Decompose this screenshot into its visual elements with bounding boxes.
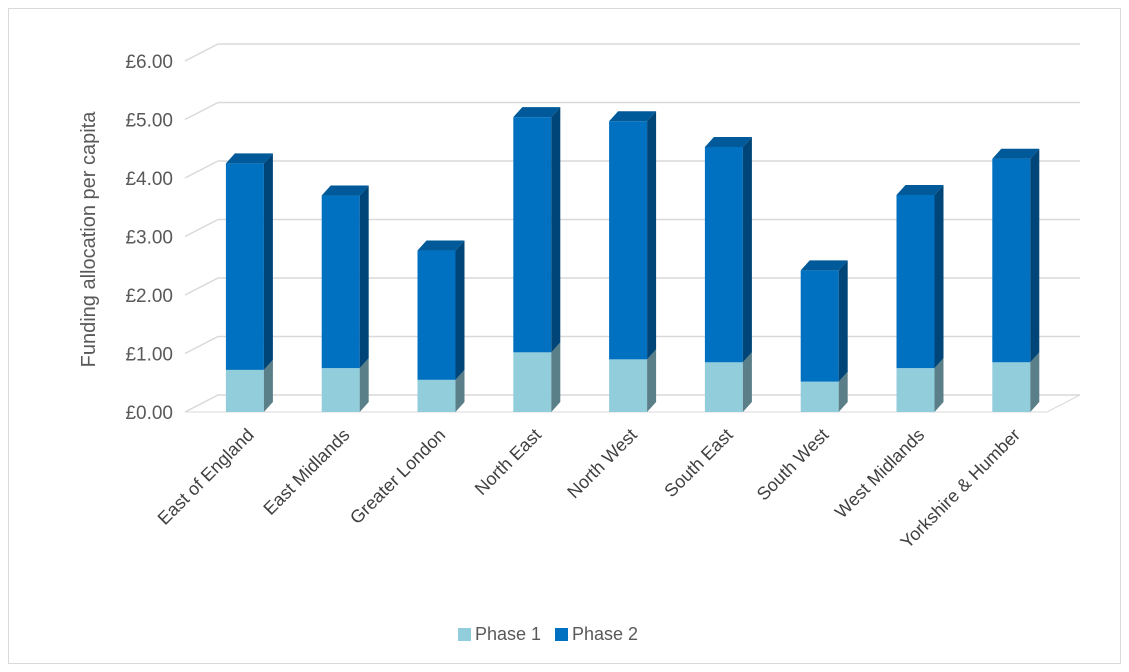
gridline-side (184, 335, 219, 355)
bar-1 (609, 359, 648, 412)
bar-2 (704, 146, 743, 363)
x-tick-label: West Midlands (831, 425, 928, 522)
bar-side-2 (263, 153, 273, 370)
bar-2 (417, 250, 456, 380)
y-axis-title: Funding allocation per capita (78, 111, 100, 368)
y-tick-label: £4.00 (125, 169, 173, 190)
gridline-side (184, 101, 219, 121)
gridline-side (184, 218, 219, 238)
y-tick-label: £3.00 (125, 228, 173, 249)
legend-swatch-2 (555, 628, 568, 641)
bar-top (992, 148, 1040, 159)
y-tick-label: £5.00 (125, 111, 173, 132)
bar-side-2 (838, 260, 848, 382)
bar-1 (225, 369, 264, 412)
x-tick-label: North East (471, 425, 545, 499)
bar-top (800, 260, 848, 271)
bar-2 (992, 158, 1031, 363)
bar-top (896, 184, 944, 195)
bar-1 (321, 368, 360, 412)
bar-side-1 (647, 349, 657, 412)
bar-side-1 (359, 358, 369, 412)
bar-side-1 (455, 369, 465, 412)
x-tick-label: East Midlands (259, 425, 353, 519)
gridline-side (184, 160, 219, 179)
bar-side-2 (1030, 148, 1040, 363)
bar-side-1 (1030, 352, 1040, 412)
legend-label-2: Phase 2 (572, 624, 638, 644)
bar-1 (992, 362, 1031, 412)
bar-1 (513, 352, 552, 412)
bar-side-1 (742, 352, 752, 412)
bar-1 (800, 381, 839, 412)
x-tick-label: Greater London (346, 425, 449, 528)
bar-side-2 (455, 240, 465, 380)
x-tick-label: South West (753, 425, 833, 505)
bar-top (609, 111, 657, 122)
legend-label-1: Phase 1 (475, 624, 541, 644)
bar-2 (513, 117, 552, 353)
bar-side-2 (359, 185, 369, 369)
gridline-side (184, 277, 219, 296)
bar-top (513, 107, 561, 118)
gridline-side (184, 43, 219, 62)
bar-side-1 (838, 371, 848, 412)
bar-2 (896, 194, 935, 369)
bar-top (704, 136, 752, 147)
bar-side-2 (742, 136, 752, 363)
y-tick-label: £6.00 (125, 52, 173, 73)
bar-side-2 (934, 184, 944, 369)
bar-top (417, 240, 465, 251)
x-tick-label: East of England (154, 425, 258, 529)
y-tick-label: £1.00 (125, 345, 173, 366)
bar-2 (609, 121, 648, 360)
bar-side-2 (551, 107, 561, 353)
bar-1 (896, 368, 935, 412)
x-tick-label: South East (660, 425, 736, 501)
bar-side-1 (263, 359, 273, 412)
bar-1 (417, 379, 456, 412)
y-tick-label: £2.00 (125, 286, 173, 307)
bar-top (225, 153, 273, 164)
bar-side-1 (934, 358, 944, 412)
bar-2 (225, 163, 264, 370)
gridline-side (184, 394, 219, 413)
bar-top (321, 185, 369, 196)
legend-swatch-1 (458, 628, 471, 641)
bar-side-1 (551, 342, 561, 412)
x-tick-label: North West (563, 425, 641, 503)
bar-side-2 (647, 111, 657, 360)
bar-1 (704, 362, 743, 412)
bar-2 (321, 195, 360, 369)
bar-2 (800, 270, 839, 382)
y-tick-label: £0.00 (125, 403, 173, 424)
